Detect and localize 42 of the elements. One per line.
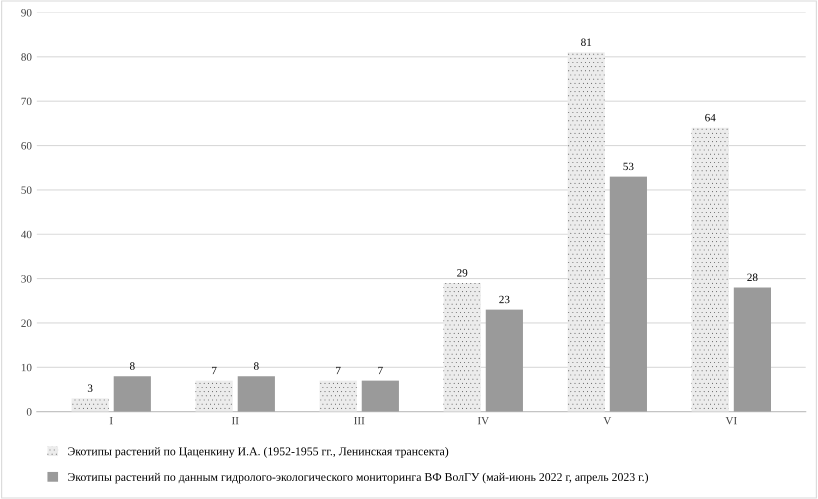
y-tick-label: 0: [26, 408, 32, 416]
bar: [568, 52, 605, 412]
y-tick-label: 50: [21, 186, 32, 194]
data-label: 53: [623, 162, 634, 170]
y-tick-label: 80: [21, 53, 32, 61]
data-label: 7: [378, 366, 383, 374]
bar: [320, 380, 357, 412]
bar: [692, 128, 729, 412]
x-tick-label: II: [232, 416, 239, 424]
bar: [114, 376, 151, 412]
data-label: 8: [254, 362, 259, 370]
data-label: 7: [336, 366, 341, 374]
legend-label: Экотипы растений по данным гидролого-экологического мониторинга ВФ ВолГУ (май-июнь 2022 г, апрель 2023 г.): [68, 472, 648, 484]
bar: [444, 283, 481, 412]
y-tick-label: 60: [21, 142, 32, 150]
bar: [734, 287, 772, 412]
bar: [196, 380, 233, 412]
y-tick-label: 90: [21, 8, 32, 16]
y-tick-label: 30: [21, 275, 32, 283]
bar: [72, 398, 109, 412]
x-tick-label: VI: [726, 416, 737, 424]
bar: [238, 376, 275, 412]
y-tick-label: 40: [21, 230, 32, 238]
data-label: 81: [581, 38, 592, 46]
x-tick-label: IV: [478, 416, 490, 424]
x-tick-label: III: [354, 416, 364, 424]
data-label: 7: [212, 366, 217, 374]
data-label: 29: [457, 269, 468, 277]
y-tick-label: 20: [21, 319, 32, 327]
bar: [610, 176, 647, 412]
x-tick-label: V: [603, 416, 612, 424]
y-tick-label: 10: [22, 364, 32, 372]
data-label: 3: [88, 384, 92, 392]
data-label: 64: [705, 114, 716, 122]
bar: [486, 310, 523, 412]
data-label: 28: [747, 274, 758, 282]
data-label: 23: [499, 296, 510, 304]
bar: [362, 380, 399, 412]
legend-label: Экотипы растений по Цаценкину И.А. (1952-1955 гг., Ленинская трансекта): [68, 447, 448, 458]
x-tick-label: I: [110, 416, 113, 424]
data-label: 8: [130, 362, 135, 370]
y-tick-label: 70: [22, 98, 32, 106]
